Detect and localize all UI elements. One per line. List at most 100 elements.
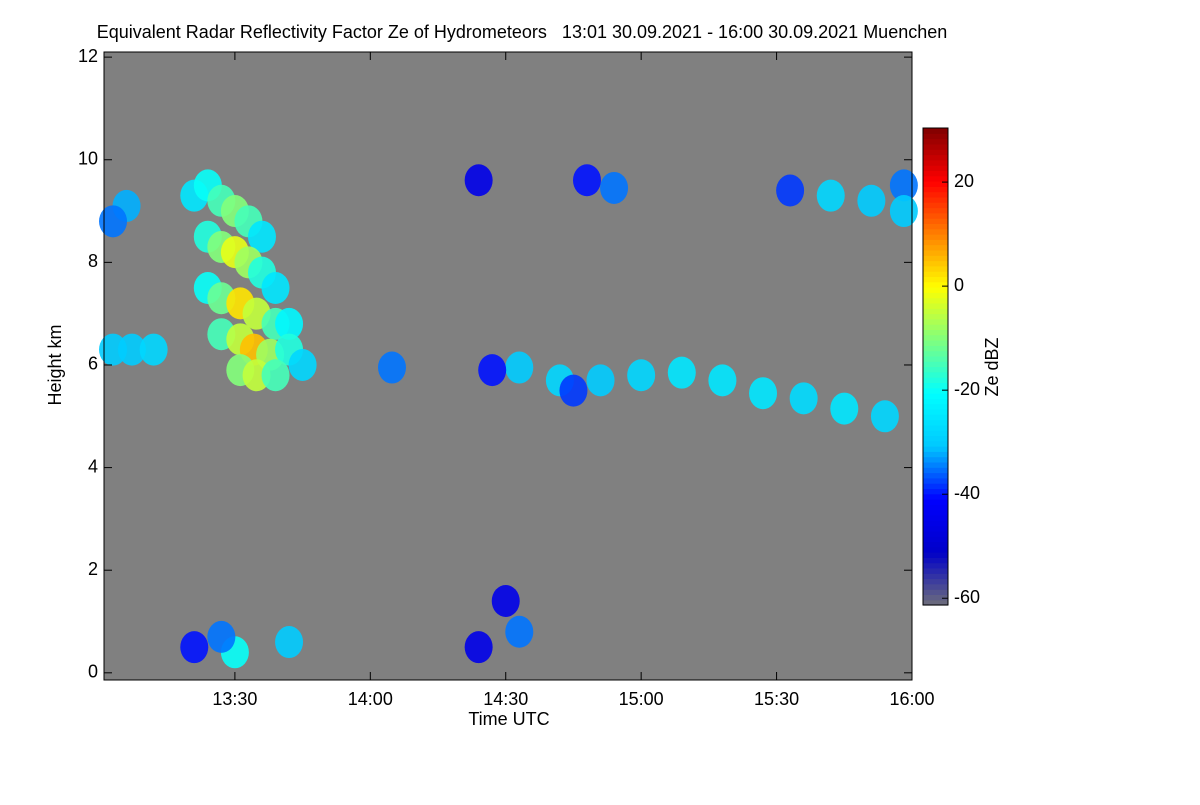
colorbar-segment — [923, 451, 948, 458]
x-tick-label: 15:30 — [754, 689, 799, 709]
reflectivity-cell — [830, 392, 859, 425]
colorbar-segment — [923, 133, 948, 140]
colorbar-segment — [923, 271, 948, 277]
colorbar-segment — [923, 345, 948, 352]
colorbar-segment — [923, 446, 948, 452]
chart-title: Equivalent Radar Reflectivity Factor Ze … — [97, 22, 948, 42]
colorbar-segment — [923, 361, 948, 368]
reflectivity-cell — [667, 356, 696, 389]
x-axis-label: Time UTC — [468, 709, 549, 729]
x-tick-label: 16:00 — [889, 689, 934, 709]
colorbar-frame — [922, 127, 949, 606]
reflectivity-cell — [261, 272, 290, 305]
colorbar-segment — [923, 557, 948, 564]
y-tick-label: 2 — [88, 559, 98, 579]
reflectivity-cell — [505, 351, 534, 384]
colorbar-segment — [923, 318, 948, 325]
colorbar-segment — [923, 483, 948, 489]
colorbar-segment — [923, 467, 948, 474]
colorbar-segment — [923, 456, 948, 463]
y-axis-label: Height km — [45, 324, 65, 405]
colorbar-segment — [923, 159, 948, 166]
colorbar-segment — [923, 546, 948, 553]
colorbar-segment — [923, 578, 948, 585]
colorbar-segment — [923, 514, 948, 521]
reflectivity-cell — [627, 359, 656, 392]
x-tick-label: 13:30 — [212, 689, 257, 709]
colorbar-segment — [923, 414, 948, 421]
reflectivity-cell — [600, 171, 629, 204]
colorbar-segment — [923, 393, 948, 399]
x-tick-label: 15:00 — [619, 689, 664, 709]
reflectivity-cell — [870, 400, 899, 433]
colorbar-segment — [923, 340, 948, 346]
colorbar-tick-label: 20 — [954, 171, 974, 191]
colorbar-segment — [923, 408, 948, 415]
colorbar-segment — [923, 419, 948, 426]
colorbar-segment — [923, 536, 948, 542]
colorbar-segment — [923, 234, 948, 240]
reflectivity-cell — [288, 348, 317, 381]
colorbar-segment — [923, 525, 948, 532]
colorbar-segment — [923, 170, 948, 177]
colorbar-segment — [923, 265, 948, 272]
colorbar-segment — [923, 207, 948, 214]
colorbar-segment — [923, 350, 948, 357]
colorbar-segment — [923, 260, 948, 267]
colorbar-segment — [923, 313, 948, 320]
y-tick-label: 10 — [78, 148, 98, 168]
reflectivity-cell — [708, 364, 737, 397]
reflectivity-cell — [207, 620, 236, 653]
colorbar-segment — [923, 249, 948, 256]
colorbar-segment — [923, 191, 948, 198]
colorbar-segment — [923, 334, 948, 341]
colorbar-segment — [923, 562, 948, 569]
colorbar-segment — [923, 530, 948, 537]
colorbar-segment — [923, 435, 948, 442]
colorbar-segment — [923, 154, 948, 161]
colorbar-segment — [923, 175, 948, 182]
colorbar-segment — [923, 504, 948, 511]
colorbar-segment — [923, 239, 948, 246]
colorbar-segment — [923, 387, 948, 394]
colorbar-segment — [923, 398, 948, 405]
colorbar-segment — [923, 424, 948, 431]
reflectivity-cell — [749, 377, 778, 410]
colorbar-segment — [923, 128, 948, 134]
colorbar-segment — [923, 223, 948, 230]
reflectivity-cell — [789, 382, 818, 415]
colorbar-segment — [923, 520, 948, 527]
colorbar-segment — [923, 196, 948, 203]
y-tick-label: 8 — [88, 251, 98, 271]
colorbar-segment — [923, 488, 948, 495]
plot-frame — [103, 51, 913, 681]
y-tick-label: 6 — [88, 354, 98, 374]
colorbar-segment — [923, 297, 948, 304]
reflectivity-cell — [816, 179, 845, 212]
colorbar-segment — [923, 329, 948, 336]
colorbar-segment — [923, 302, 948, 309]
reflectivity-cell — [275, 307, 304, 340]
reflectivity-cell — [139, 333, 168, 366]
reflectivity-cell — [247, 220, 276, 253]
colorbar-segment — [923, 461, 948, 468]
colorbar-segment — [923, 599, 948, 606]
colorbar-segment — [923, 228, 948, 235]
reflectivity-cell — [889, 195, 918, 228]
reflectivity-cell — [586, 364, 615, 397]
colorbar-segment — [923, 202, 948, 209]
reflectivity-cell — [491, 584, 520, 617]
reflectivity-cell — [559, 374, 588, 407]
colorbar-segment — [923, 493, 948, 500]
colorbar-segment — [923, 281, 948, 288]
colorbar-segment — [923, 244, 948, 251]
reflectivity-cell — [117, 333, 146, 366]
colorbar-segment — [923, 366, 948, 373]
colorbar-tick-label: -20 — [954, 379, 980, 399]
colorbar-segment — [923, 541, 948, 548]
colorbar-segment — [923, 143, 948, 150]
colorbar-segment — [923, 212, 948, 219]
reflectivity-cell — [180, 631, 209, 664]
reflectivity-cell — [776, 174, 805, 207]
